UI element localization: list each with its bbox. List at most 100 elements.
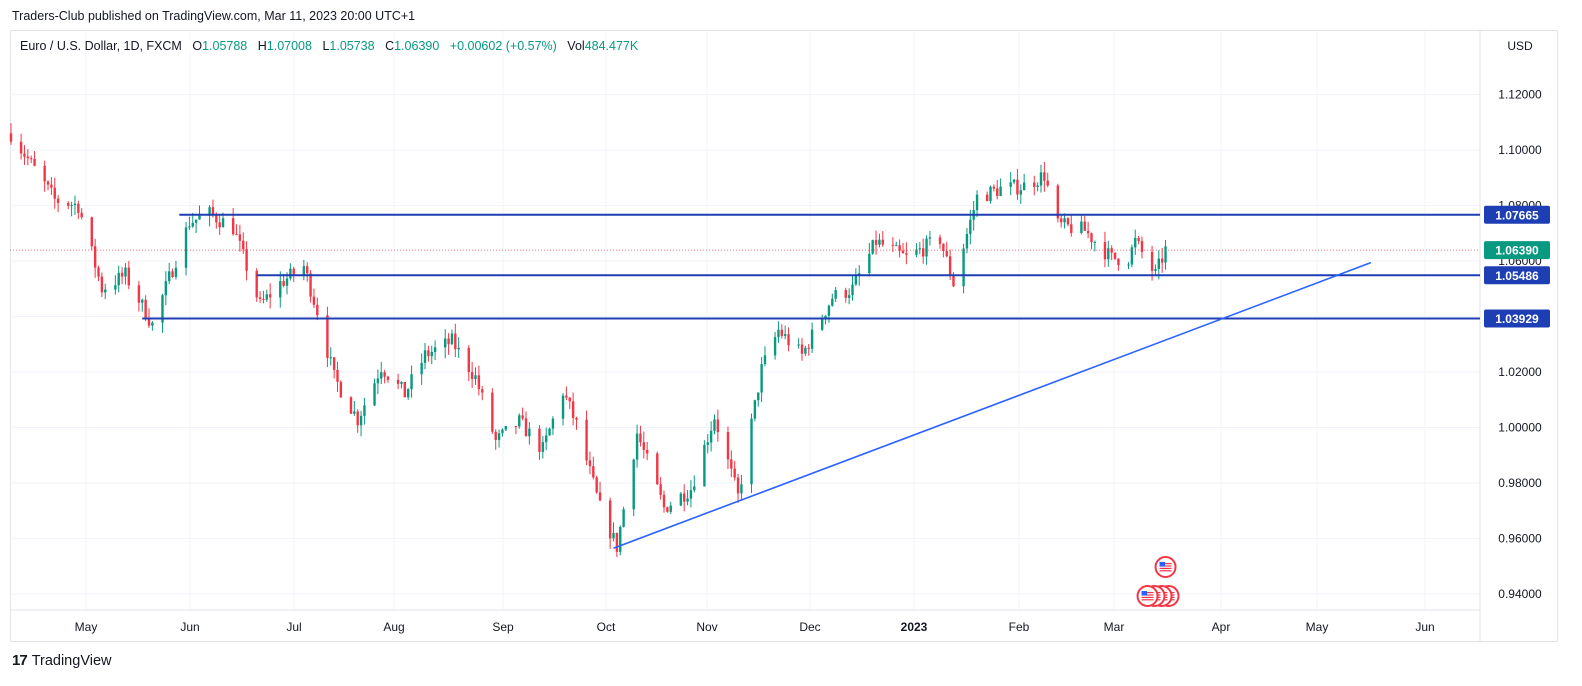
candle-body: [46, 181, 50, 185]
candle-body: [1080, 221, 1083, 233]
us-flag-canton: [1159, 562, 1166, 567]
time-tick-label: Jul: [286, 620, 301, 634]
time-tick-label: Dec: [799, 620, 820, 634]
candle-body: [292, 268, 295, 275]
candle-body: [666, 507, 669, 512]
time-tick-label: May: [1306, 620, 1329, 634]
candle-body: [504, 426, 508, 430]
candle-body: [1134, 237, 1137, 248]
candle-body: [915, 249, 918, 255]
candle-body: [1090, 233, 1093, 243]
candle-body: [242, 240, 245, 250]
candle-body: [901, 250, 905, 254]
time-tick-label: Mar: [1104, 620, 1125, 634]
candle-body: [921, 248, 925, 257]
candle-body: [474, 375, 477, 379]
candle-body: [683, 493, 686, 502]
candle-body: [804, 347, 807, 354]
us-flag-icon: [1136, 585, 1159, 607]
candle-body: [403, 382, 407, 398]
candle-body: [679, 493, 683, 506]
candle-body: [430, 351, 433, 357]
candle-body: [565, 395, 568, 398]
candle-body: [1066, 218, 1070, 225]
candle-body: [659, 484, 662, 495]
open-value: 1.05788: [202, 39, 248, 53]
candle-body: [773, 337, 777, 356]
candle-body: [494, 431, 497, 440]
candle-body: [831, 298, 834, 306]
us-flag-stripe: [1159, 570, 1172, 572]
candle-body: [1039, 172, 1043, 186]
candle-body: [447, 338, 450, 345]
candle-body: [632, 459, 635, 510]
candle-body: [881, 239, 884, 245]
us-flag-stripe: [1159, 567, 1172, 569]
candle-body: [797, 344, 800, 346]
level-price-badge: 1.03929: [1495, 312, 1539, 326]
time-tick-label: Jun: [180, 620, 199, 634]
candle-body: [258, 297, 262, 299]
candle-body: [90, 217, 93, 247]
candle-body: [1083, 221, 1086, 231]
price-tick-label: 1.10000: [1498, 143, 1542, 157]
candle-body: [999, 186, 1002, 197]
candle-body: [218, 222, 221, 228]
candle-body: [1150, 251, 1154, 271]
candle-body: [514, 426, 518, 428]
candle-body: [56, 198, 60, 203]
time-tick-label: Nov: [696, 620, 717, 634]
candle-body: [635, 433, 639, 460]
candle-body: [548, 428, 551, 436]
candle-body: [306, 266, 309, 274]
us-flag-stripe: [1141, 596, 1154, 598]
candle-body: [713, 419, 716, 431]
candle-body: [925, 238, 928, 257]
candle-body: [265, 294, 269, 300]
candle-body: [67, 202, 70, 206]
time-tick-label: Jun: [1415, 620, 1434, 634]
candle-body: [1063, 218, 1066, 223]
candle-body: [396, 379, 400, 384]
candle-body: [117, 272, 120, 286]
candle-body: [332, 357, 336, 370]
candle-body: [50, 184, 53, 188]
candle-body: [608, 500, 612, 539]
candle-body: [662, 494, 666, 508]
candle-body: [70, 205, 73, 207]
candle-body: [302, 266, 306, 275]
candle-body: [481, 389, 484, 393]
event-icons: [1136, 556, 1180, 607]
candle-body: [215, 214, 218, 223]
candle-body: [1016, 179, 1019, 195]
candle-body: [386, 376, 390, 380]
candle-body: [268, 294, 272, 298]
candle-body: [524, 418, 528, 437]
candle-body: [312, 296, 316, 305]
candle-body: [137, 285, 141, 303]
candle-body: [733, 468, 736, 478]
candle-body: [104, 289, 107, 293]
tradingview-logo-icon: 17: [12, 652, 28, 669]
level-price-badge-bg: [1484, 309, 1550, 328]
candle-body: [33, 158, 36, 166]
candle-body: [736, 477, 740, 494]
candle-body: [450, 333, 454, 345]
high-value: 1.07008: [266, 39, 312, 53]
candle-body: [730, 459, 733, 469]
candle-body: [127, 267, 131, 286]
candle-body: [989, 186, 992, 202]
candle-body: [615, 532, 619, 552]
time-tick-label: Aug: [383, 620, 404, 634]
candle-body: [184, 227, 188, 268]
candle-body: [693, 486, 696, 491]
level-price-badge: 1.05486: [1495, 269, 1539, 283]
candle-body: [518, 415, 521, 427]
candle-body: [329, 357, 332, 359]
candle-body: [477, 375, 481, 390]
candle-body: [43, 165, 46, 182]
candle-body: [174, 267, 178, 277]
level-price-badge: 1.07665: [1495, 208, 1539, 222]
candle-body: [356, 411, 359, 426]
